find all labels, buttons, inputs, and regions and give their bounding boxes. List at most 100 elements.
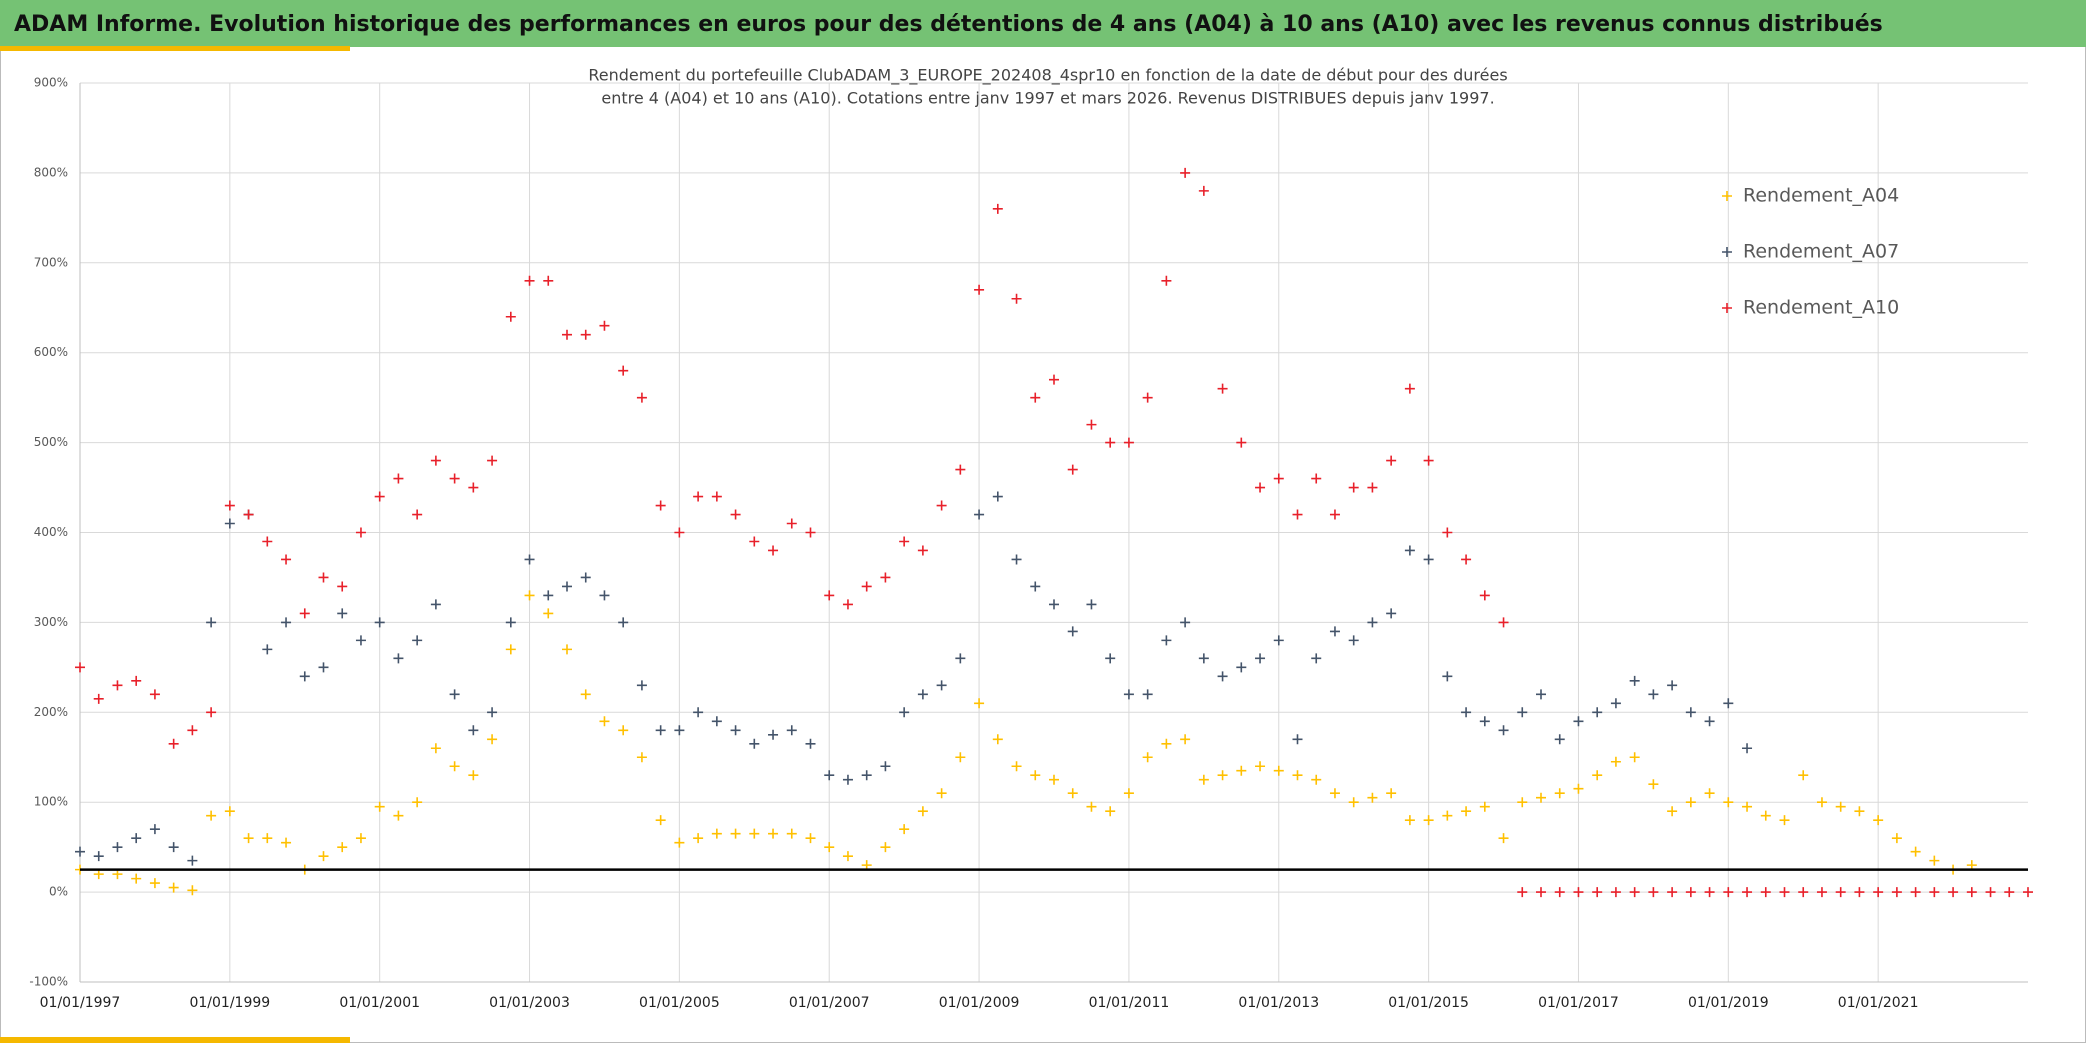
data-point <box>599 590 610 601</box>
data-point <box>1105 653 1116 664</box>
data-point <box>374 491 385 502</box>
data-point <box>187 725 198 736</box>
data-point <box>1498 617 1509 628</box>
data-point <box>1573 783 1584 794</box>
data-point <box>543 590 554 601</box>
data-point <box>1554 788 1565 799</box>
data-point <box>842 599 853 610</box>
data-point <box>374 801 385 812</box>
data-point <box>1011 293 1022 304</box>
data-point <box>1498 725 1509 736</box>
data-point <box>580 689 591 700</box>
data-point <box>861 770 872 781</box>
data-point <box>543 275 554 286</box>
data-point <box>599 716 610 727</box>
data-point <box>1217 671 1228 682</box>
data-point <box>1348 482 1359 493</box>
data-point <box>1049 599 1059 610</box>
data-point <box>1217 383 1228 394</box>
y-tick-label: 800% <box>34 165 68 179</box>
data-point <box>1554 887 1565 898</box>
data-point <box>1779 815 1790 826</box>
y-tick-label: 100% <box>34 795 68 809</box>
data-point <box>112 680 123 691</box>
data-point <box>1049 374 1059 385</box>
data-point <box>730 725 741 736</box>
data-point <box>262 833 273 844</box>
data-point <box>824 770 835 781</box>
data-point <box>487 455 498 466</box>
data-point <box>1985 887 1996 898</box>
data-point <box>768 545 779 556</box>
data-point <box>1123 689 1134 700</box>
data-point <box>1723 797 1734 808</box>
data-point <box>487 734 498 745</box>
data-point <box>1142 392 1153 403</box>
data-point <box>1685 707 1696 718</box>
x-tick-label: 01/01/2019 <box>1688 995 1769 1011</box>
data-point <box>1329 788 1340 799</box>
y-tick-label: 300% <box>34 615 68 629</box>
data-point <box>917 689 928 700</box>
data-point <box>1404 815 1415 826</box>
data-point <box>1123 437 1134 448</box>
data-point <box>1648 779 1659 790</box>
data-point <box>786 828 797 839</box>
x-tick-label: 01/01/2003 <box>489 995 570 1011</box>
data-point <box>1873 815 1884 826</box>
data-point <box>112 842 123 853</box>
data-point <box>1461 554 1472 565</box>
data-point <box>1142 752 1153 763</box>
y-tick-label: 0% <box>49 885 68 899</box>
data-point <box>1311 473 1322 484</box>
data-point <box>1610 887 1621 898</box>
data-point <box>618 725 629 736</box>
data-point <box>636 680 647 691</box>
data-point <box>412 509 423 520</box>
data-point <box>693 707 704 718</box>
data-point <box>730 509 741 520</box>
data-point <box>355 635 366 646</box>
data-point <box>786 518 797 529</box>
data-point <box>693 833 704 844</box>
data-point <box>393 473 404 484</box>
data-point <box>93 693 104 704</box>
data-point <box>1404 545 1415 556</box>
x-tick-label: 01/01/1997 <box>40 995 121 1011</box>
data-point <box>355 833 366 844</box>
data-point <box>430 455 441 466</box>
data-point <box>1198 774 1209 785</box>
data-point <box>1011 554 1022 565</box>
data-point <box>1180 617 1191 628</box>
data-point <box>1517 797 1528 808</box>
data-point <box>749 738 760 749</box>
data-point <box>1461 806 1472 817</box>
data-point <box>281 554 292 565</box>
data-point <box>337 581 348 592</box>
data-point <box>149 689 160 700</box>
x-tick-label: 01/01/2017 <box>1538 995 1619 1011</box>
legend-label: Rendement_A04 <box>1743 185 1899 207</box>
data-point <box>1105 806 1116 817</box>
data-point <box>1517 707 1528 718</box>
data-point <box>505 644 516 655</box>
data-point <box>562 644 572 655</box>
data-point <box>430 599 441 610</box>
data-point <box>1929 855 1940 866</box>
data-point <box>562 329 572 340</box>
data-point <box>1854 887 1865 898</box>
data-point <box>1891 887 1902 898</box>
data-point <box>1592 887 1603 898</box>
data-point <box>786 725 797 736</box>
data-point <box>1067 626 1078 637</box>
data-point <box>1030 392 1041 403</box>
data-point <box>1536 887 1546 898</box>
data-point <box>337 842 348 853</box>
data-point <box>1142 689 1153 700</box>
data-point <box>187 855 198 866</box>
data-point <box>1273 765 1284 776</box>
data-point <box>636 752 647 763</box>
data-point <box>1123 788 1134 799</box>
data-point <box>1835 801 1846 812</box>
